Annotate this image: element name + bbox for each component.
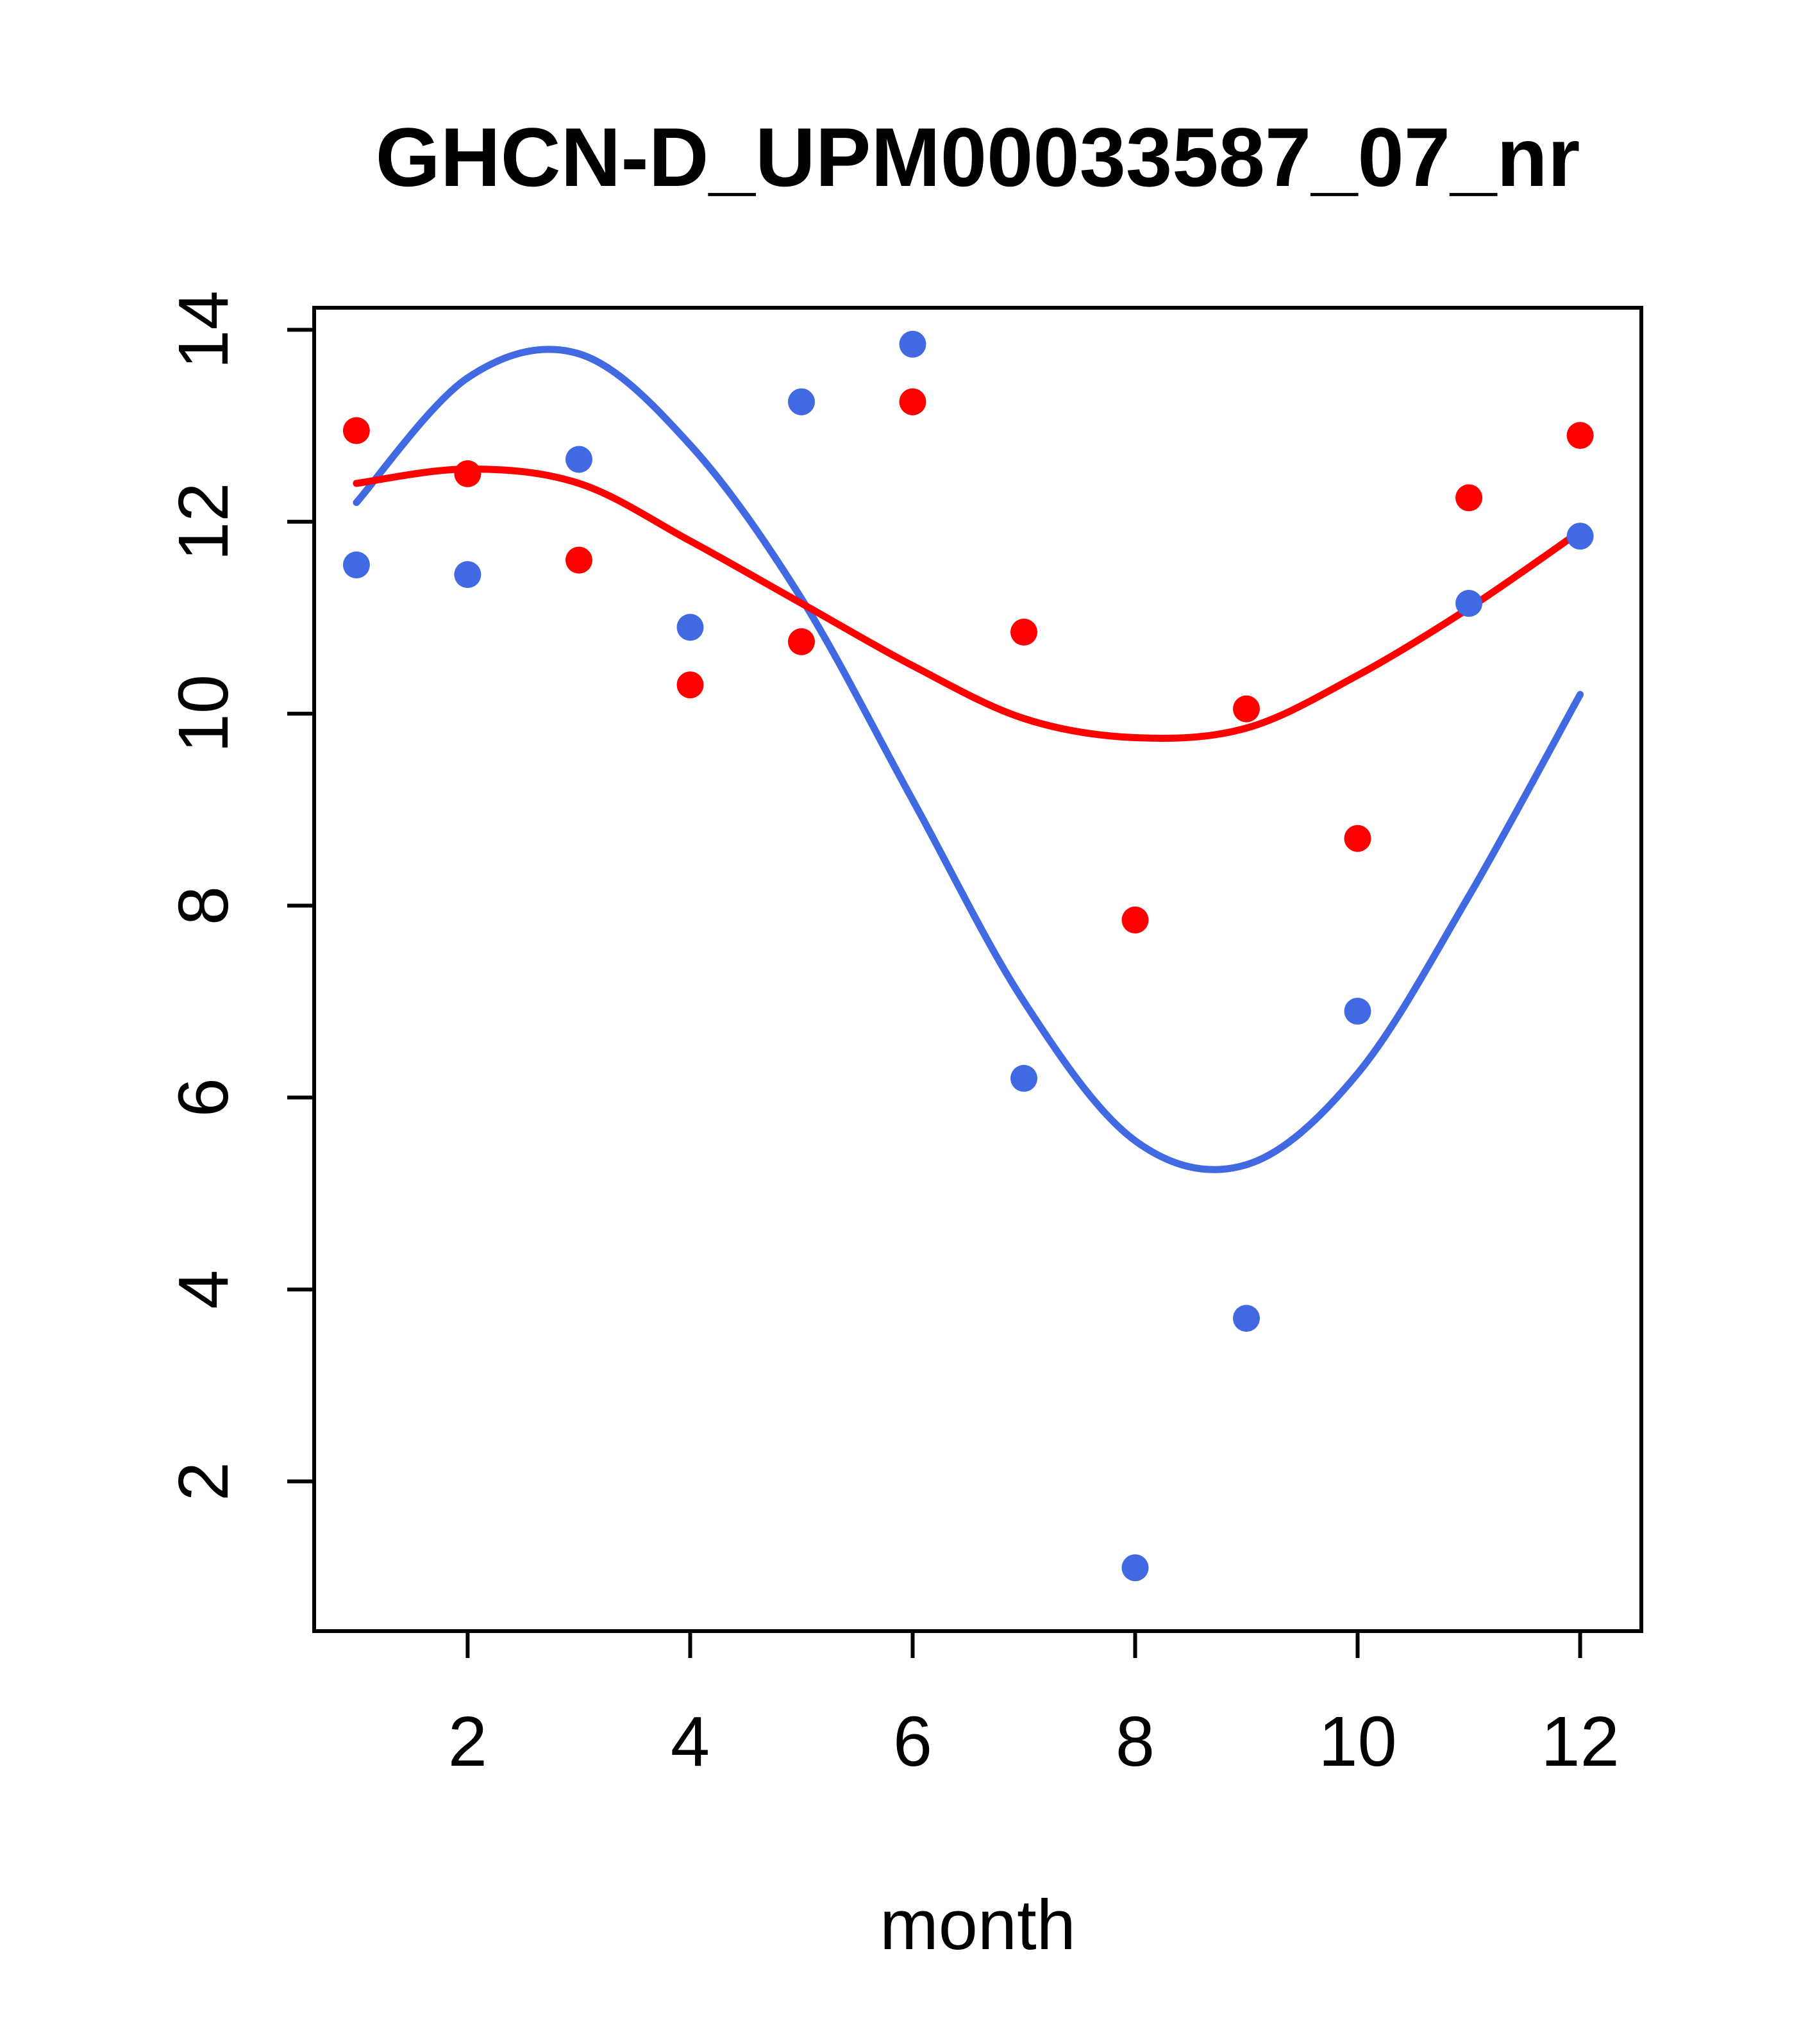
blue-points-point	[1010, 1064, 1037, 1092]
blue-points-point	[1233, 1305, 1260, 1332]
red-points-point	[565, 546, 592, 574]
red-points-point	[1455, 484, 1483, 512]
blue-points-point	[899, 330, 926, 358]
y-tick-label: 10	[164, 674, 243, 753]
red-points-point	[454, 460, 481, 487]
x-tick-label: 10	[1318, 1702, 1396, 1781]
plot-area: 2 4 6 8 10 12 2 4 6 8 10 12 14	[164, 290, 1643, 1781]
red-points-point	[1566, 422, 1594, 449]
red-points-point	[899, 388, 926, 415]
chart-title: GHCN-D_UPM00033587_07_nr	[376, 110, 1580, 204]
red-points-point	[1344, 825, 1371, 852]
blue-points-point	[565, 446, 592, 473]
red-points-point	[1121, 906, 1149, 934]
red-points-point	[342, 417, 370, 444]
blue-points-point	[1121, 1554, 1149, 1582]
blue-smooth-line	[353, 346, 1584, 1173]
plot-box	[312, 306, 1643, 1633]
red-smooth-line	[353, 465, 1584, 742]
red-points-point	[788, 628, 815, 655]
y-tick-label: 14	[164, 290, 243, 369]
y-tick-label: 4	[164, 1270, 243, 1309]
x-tick-label: 4	[671, 1702, 710, 1781]
red-points-point	[1010, 618, 1037, 646]
blue-points-point	[1566, 523, 1594, 550]
x-tick-label: 6	[893, 1702, 932, 1781]
blue-points-point	[454, 561, 481, 589]
blue-points-point	[1344, 998, 1371, 1025]
y-tick-label: 8	[164, 886, 243, 925]
blue-points-point	[342, 551, 370, 579]
x-tick-label: 12	[1541, 1702, 1619, 1781]
red-points-point	[676, 671, 704, 699]
blue-points-point	[676, 614, 704, 641]
y-tick-label: 2	[164, 1462, 243, 1501]
x-axis-label: month	[880, 1886, 1076, 1964]
x-tick-label: 8	[1116, 1702, 1155, 1781]
blue-points-point	[788, 388, 815, 415]
x-tick-label: 2	[448, 1702, 487, 1781]
y-tick-label: 6	[164, 1078, 243, 1117]
blue-points-point	[1455, 590, 1483, 617]
red-points-point	[1233, 695, 1260, 723]
y-tick-label: 12	[164, 483, 243, 561]
